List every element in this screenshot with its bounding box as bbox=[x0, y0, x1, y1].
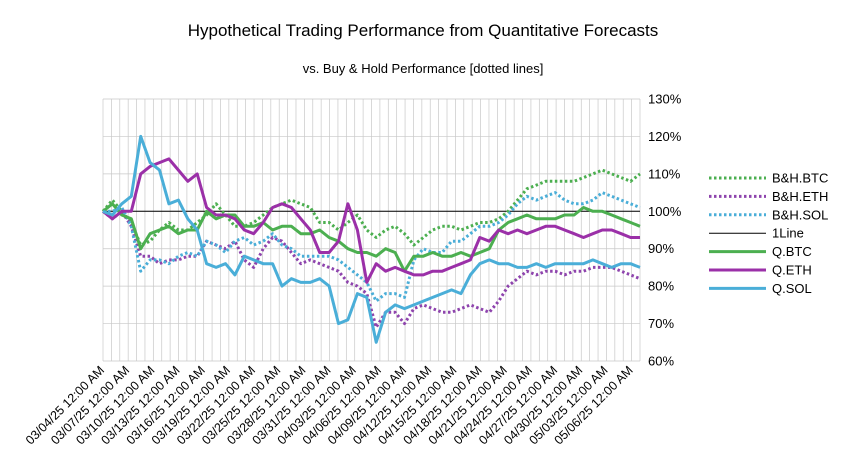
y-tick-label: 110% bbox=[648, 166, 681, 181]
legend-label-q-eth: Q.ETH bbox=[772, 263, 812, 278]
y-tick-label: 60% bbox=[648, 354, 674, 369]
series-line-b-h-eth bbox=[102, 209, 641, 329]
chart-title: Hypothetical Trading Performance from Qu… bbox=[188, 21, 659, 40]
y-tick-label: 80% bbox=[648, 279, 674, 294]
legend-label-b-h-sol: B&H.SOL bbox=[772, 207, 828, 222]
legend-label-1line: 1Line bbox=[772, 226, 804, 241]
chart-subtitle: vs. Buy & Hold Performance [dotted lines… bbox=[303, 61, 544, 76]
series-line-q-sol bbox=[102, 134, 641, 344]
y-tick-label: 90% bbox=[648, 241, 674, 256]
y-tick-label: 120% bbox=[648, 129, 682, 144]
series-layer bbox=[101, 134, 641, 344]
y-tick-label: 130% bbox=[648, 92, 682, 107]
series-line-b-h-sol bbox=[103, 191, 641, 303]
legend-label-b-h-btc: B&H.BTC bbox=[772, 171, 828, 186]
legend-label-q-btc: Q.BTC bbox=[772, 244, 812, 259]
series-line-b-h-btc bbox=[101, 168, 641, 247]
legend-label-q-sol: Q.SOL bbox=[772, 281, 812, 296]
y-tick-label: 70% bbox=[648, 316, 674, 331]
series-line-q-eth bbox=[102, 157, 640, 284]
legend: B&H.BTC B&H.ETH B&H.SOL 1Line Q.BTC Q.ETH Q.SO… bbox=[709, 171, 828, 296]
y-axis: 60% 70% 80% 90% 100% 110% 120% 130% bbox=[648, 92, 682, 369]
legend-label-b-h-eth: B&H.ETH bbox=[772, 189, 828, 204]
y-tick-label: 100% bbox=[648, 204, 682, 219]
series-line-q-btc bbox=[102, 202, 641, 273]
